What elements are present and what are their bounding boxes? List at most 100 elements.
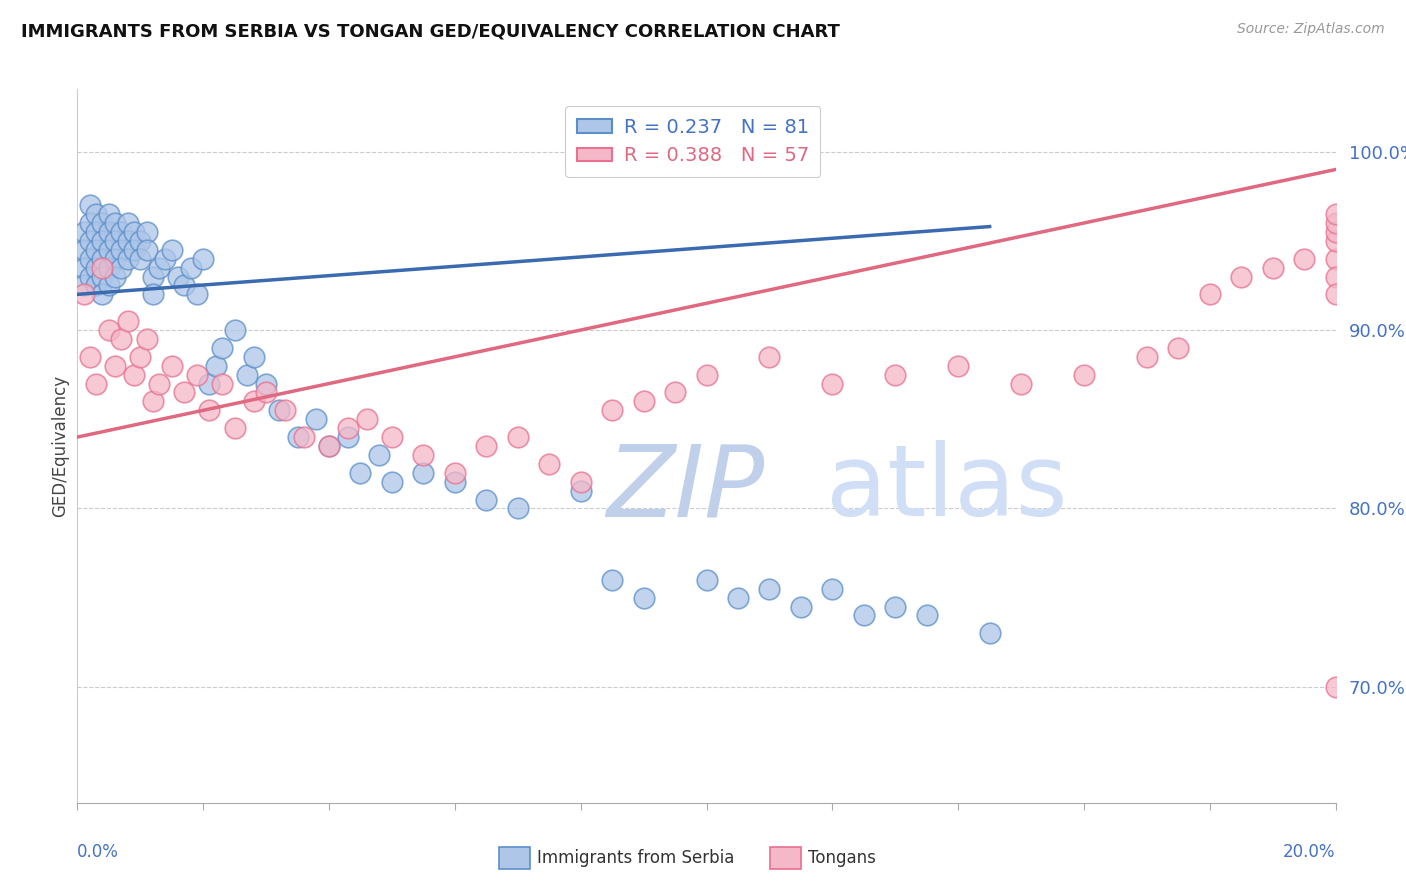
Point bbox=[1073, 368, 1095, 382]
Point bbox=[186, 287, 208, 301]
Point bbox=[122, 243, 145, 257]
Point bbox=[506, 501, 529, 516]
Point bbox=[274, 403, 297, 417]
Point bbox=[186, 368, 208, 382]
Point bbox=[191, 252, 215, 266]
Point bbox=[72, 287, 94, 301]
Point bbox=[633, 394, 655, 409]
Point bbox=[1198, 287, 1220, 301]
Point bbox=[91, 269, 114, 284]
Text: atlas: atlas bbox=[827, 441, 1067, 537]
Point bbox=[104, 359, 127, 373]
Point bbox=[79, 269, 101, 284]
Point bbox=[122, 225, 145, 239]
Point bbox=[633, 591, 655, 605]
Point bbox=[91, 260, 114, 275]
Point bbox=[198, 376, 221, 391]
Point bbox=[79, 252, 101, 266]
Point bbox=[160, 243, 183, 257]
Point bbox=[1324, 269, 1347, 284]
Point bbox=[117, 314, 139, 328]
Point bbox=[155, 252, 177, 266]
Text: Immigrants from Serbia: Immigrants from Serbia bbox=[537, 849, 734, 867]
Point bbox=[129, 234, 152, 248]
Point bbox=[91, 252, 114, 266]
Text: IMMIGRANTS FROM SERBIA VS TONGAN GED/EQUIVALENCY CORRELATION CHART: IMMIGRANTS FROM SERBIA VS TONGAN GED/EQU… bbox=[21, 22, 839, 40]
Point bbox=[242, 350, 264, 364]
Point bbox=[600, 573, 623, 587]
Point bbox=[1324, 216, 1347, 230]
Point bbox=[135, 332, 157, 346]
Point bbox=[305, 412, 328, 426]
Point bbox=[821, 582, 844, 596]
Point bbox=[569, 483, 592, 498]
Point bbox=[1324, 234, 1347, 248]
Point bbox=[349, 466, 371, 480]
Point bbox=[97, 278, 120, 293]
Point bbox=[254, 385, 277, 400]
Point bbox=[148, 260, 170, 275]
Point bbox=[318, 439, 340, 453]
Y-axis label: GED/Equivalency: GED/Equivalency bbox=[51, 375, 69, 517]
Point bbox=[79, 234, 101, 248]
Point bbox=[117, 234, 139, 248]
Point bbox=[104, 216, 127, 230]
Legend: R = 0.237   N = 81, R = 0.388   N = 57: R = 0.237 N = 81, R = 0.388 N = 57 bbox=[565, 106, 821, 178]
Point bbox=[254, 376, 277, 391]
Point bbox=[1136, 350, 1159, 364]
Point bbox=[104, 269, 127, 284]
Point bbox=[110, 243, 132, 257]
Point bbox=[72, 260, 94, 275]
Point bbox=[142, 287, 165, 301]
Point bbox=[444, 475, 467, 489]
Point bbox=[97, 243, 120, 257]
Point bbox=[84, 225, 107, 239]
Point bbox=[381, 430, 404, 444]
Point bbox=[211, 341, 233, 355]
Point bbox=[236, 368, 259, 382]
Point bbox=[117, 216, 139, 230]
Point bbox=[1167, 341, 1189, 355]
Point bbox=[91, 216, 114, 230]
Point bbox=[1324, 287, 1347, 301]
Point bbox=[1324, 252, 1347, 266]
Point bbox=[97, 260, 120, 275]
Point bbox=[292, 430, 315, 444]
Point bbox=[1324, 207, 1347, 221]
Point bbox=[696, 573, 718, 587]
Point bbox=[506, 430, 529, 444]
Point bbox=[412, 448, 434, 462]
Point bbox=[84, 278, 107, 293]
Point bbox=[148, 376, 170, 391]
Point bbox=[368, 448, 391, 462]
Point bbox=[84, 243, 107, 257]
Point bbox=[97, 323, 120, 337]
Point bbox=[104, 252, 127, 266]
Text: 20.0%: 20.0% bbox=[1284, 843, 1336, 861]
Point bbox=[979, 626, 1001, 640]
Point bbox=[79, 198, 101, 212]
Point bbox=[1010, 376, 1032, 391]
Point bbox=[84, 376, 107, 391]
Point bbox=[129, 252, 152, 266]
Point bbox=[336, 421, 359, 435]
Point bbox=[242, 394, 264, 409]
Point bbox=[160, 359, 183, 373]
Point bbox=[538, 457, 561, 471]
Point bbox=[224, 421, 246, 435]
Point bbox=[84, 207, 107, 221]
Point bbox=[267, 403, 290, 417]
Point bbox=[122, 368, 145, 382]
Point bbox=[211, 376, 233, 391]
Point bbox=[821, 376, 844, 391]
Point bbox=[600, 403, 623, 417]
Point bbox=[117, 252, 139, 266]
Point bbox=[79, 216, 101, 230]
Point bbox=[129, 350, 152, 364]
Point bbox=[790, 599, 813, 614]
Point bbox=[91, 287, 114, 301]
Point bbox=[412, 466, 434, 480]
Point bbox=[110, 225, 132, 239]
Text: Tongans: Tongans bbox=[808, 849, 876, 867]
Point bbox=[204, 359, 226, 373]
